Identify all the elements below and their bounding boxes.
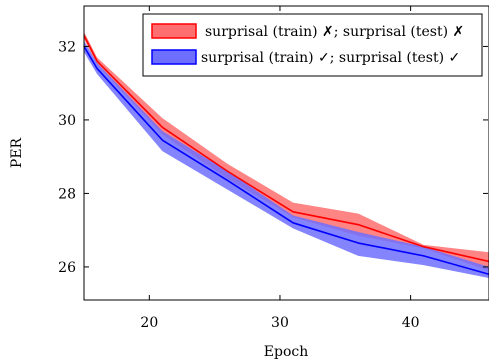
- plot-frame: [83, 5, 489, 301]
- x-tick-label: 30: [271, 315, 289, 331]
- legend: surprisal (train) ✗; surprisal (test) ✗ …: [142, 13, 483, 77]
- legend-box: [142, 13, 483, 77]
- legend-swatch-red: [151, 23, 197, 39]
- series-lines: [84, 35, 489, 276]
- legend-swatch-blue: [151, 49, 197, 65]
- series-line-red: [84, 35, 489, 263]
- y-axis-label: PER: [9, 137, 25, 168]
- legend-entry-blue: surprisal (train) ✓; surprisal (test) ✓: [201, 50, 460, 66]
- x-axis: 20 30 40: [140, 6, 420, 331]
- y-tick-label: 28: [58, 186, 76, 202]
- x-tick-label: 20: [140, 315, 158, 331]
- y-axis: 26 28 30 32: [58, 39, 488, 276]
- x-tick-label: 40: [402, 315, 420, 331]
- y-tick-label: 30: [58, 113, 76, 129]
- series-line-blue: [84, 46, 489, 276]
- x-axis-label: Epoch: [264, 344, 308, 360]
- y-tick-label: 26: [58, 260, 76, 276]
- y-tick-label: 32: [58, 39, 76, 55]
- legend-entry-red: surprisal (train) ✗; surprisal (test) ✗: [205, 24, 464, 40]
